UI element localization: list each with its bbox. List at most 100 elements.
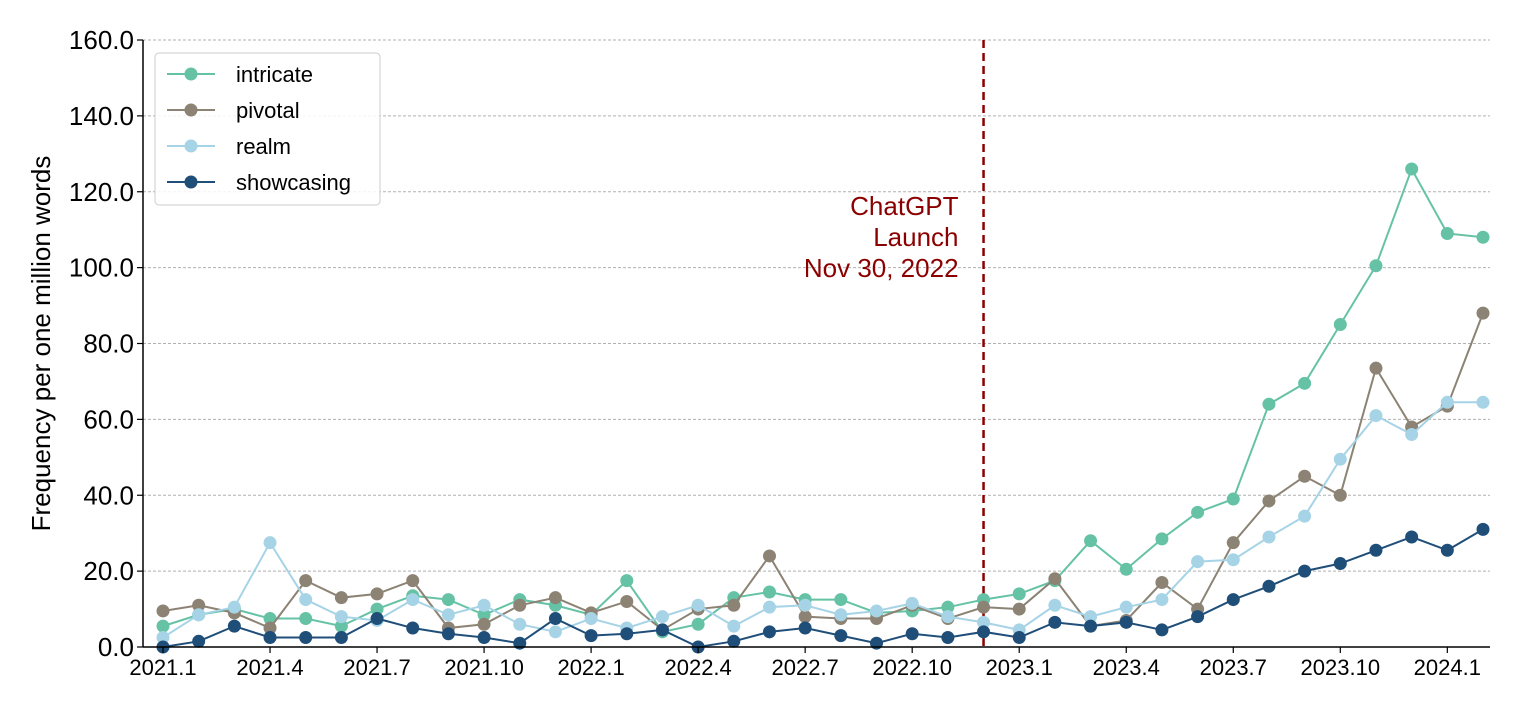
- x-tick-label: 2024.1: [1414, 655, 1481, 680]
- x-tick-label: 2021.1: [129, 655, 196, 680]
- data-point: [834, 593, 848, 607]
- data-point: [406, 574, 420, 588]
- data-point: [905, 627, 919, 641]
- data-point: [762, 600, 776, 614]
- data-point: [1298, 376, 1312, 390]
- data-point: [762, 549, 776, 563]
- data-point: [263, 631, 277, 645]
- legend-item-realm: realm: [167, 134, 291, 159]
- data-point: [441, 627, 455, 641]
- x-tick-label: 2023.7: [1200, 655, 1267, 680]
- data-point: [1333, 557, 1347, 571]
- data-point: [548, 591, 562, 605]
- gridlines: [143, 39, 1490, 572]
- annotation-line: Launch: [873, 222, 958, 252]
- y-tick-label: 80.0: [83, 329, 134, 359]
- data-point: [1048, 598, 1062, 612]
- x-tick-label: 2023.10: [1301, 655, 1381, 680]
- data-point: [477, 608, 491, 622]
- y-tick-label: 100.0: [69, 253, 134, 283]
- legend-marker: [184, 175, 198, 189]
- data-point: [1119, 600, 1133, 614]
- data-point: [977, 600, 991, 614]
- legend-label: intricate: [236, 62, 313, 87]
- data-point: [1262, 397, 1276, 411]
- data-point: [1084, 619, 1098, 633]
- data-point: [370, 587, 384, 601]
- data-point: [156, 619, 170, 633]
- data-point: [1155, 623, 1169, 637]
- y-tick-label: 0.0: [98, 632, 134, 662]
- data-point: [334, 631, 348, 645]
- data-point: [941, 610, 955, 624]
- y-tick-label: 120.0: [69, 177, 134, 207]
- data-point: [1119, 562, 1133, 576]
- data-point: [441, 593, 455, 607]
- data-point: [156, 604, 170, 618]
- data-point: [1191, 610, 1205, 624]
- data-point: [1476, 522, 1490, 536]
- data-point: [1084, 534, 1098, 548]
- data-point: [1440, 543, 1454, 557]
- data-point: [513, 617, 527, 631]
- data-point: [334, 610, 348, 624]
- data-point: [513, 598, 527, 612]
- annotation-line: ChatGPT: [850, 191, 958, 221]
- data-point: [977, 615, 991, 629]
- data-point: [192, 598, 206, 612]
- data-point: [1333, 452, 1347, 466]
- data-point: [263, 536, 277, 550]
- data-point: [548, 625, 562, 639]
- annotation-line: Nov 30, 2022: [804, 253, 959, 283]
- x-tick-label: 2022.4: [664, 655, 731, 680]
- data-point: [299, 631, 313, 645]
- data-point: [263, 621, 277, 635]
- data-point: [1440, 226, 1454, 240]
- legend: intricate pivotal realm showcasing: [154, 52, 381, 206]
- data-point: [1155, 532, 1169, 546]
- data-point: [655, 610, 669, 624]
- data-point: [727, 598, 741, 612]
- x-tick-label: 2022.1: [557, 655, 624, 680]
- data-point: [477, 631, 491, 645]
- data-point: [334, 619, 348, 633]
- data-point: [1191, 505, 1205, 519]
- data-point: [1405, 530, 1419, 544]
- series-line: [162, 401, 1483, 639]
- data-point: [299, 574, 313, 588]
- series-line: [162, 312, 1484, 632]
- data-point: [1155, 593, 1169, 607]
- x-tick-label: 2023.1: [986, 655, 1053, 680]
- legend-label: pivotal: [236, 98, 300, 123]
- legend-item-showcasing: showcasing: [167, 170, 351, 195]
- data-point: [299, 612, 313, 626]
- data-point: [1440, 395, 1454, 409]
- series-line: [162, 166, 1484, 633]
- data-point: [1191, 555, 1205, 569]
- legend-label: realm: [236, 134, 291, 159]
- data-point: [299, 593, 313, 607]
- data-point: [227, 600, 241, 614]
- y-axis-label: Frequency per one million words: [26, 156, 56, 532]
- data-point: [156, 631, 170, 645]
- x-tick-label: 2022.7: [772, 655, 839, 680]
- data-point: [1298, 509, 1312, 523]
- data-point: [798, 610, 812, 624]
- y-tick-label: 160.0: [69, 25, 134, 55]
- data-point: [1226, 593, 1240, 607]
- series-intricate: [156, 162, 1490, 639]
- data-point: [941, 631, 955, 645]
- data-point: [406, 621, 420, 635]
- data-point: [620, 627, 634, 641]
- x-tick-label: 2021.10: [444, 655, 524, 680]
- data-point: [1405, 162, 1419, 176]
- data-point: [691, 617, 705, 631]
- axes: 0.0 20.0 40.0 60.0 80.0 100.0 120.0 140.0 160.0 2…: [26, 25, 1490, 680]
- data-point: [1369, 409, 1383, 423]
- data-point: [1476, 306, 1490, 320]
- data-point: [1298, 564, 1312, 578]
- data-point: [1262, 530, 1276, 544]
